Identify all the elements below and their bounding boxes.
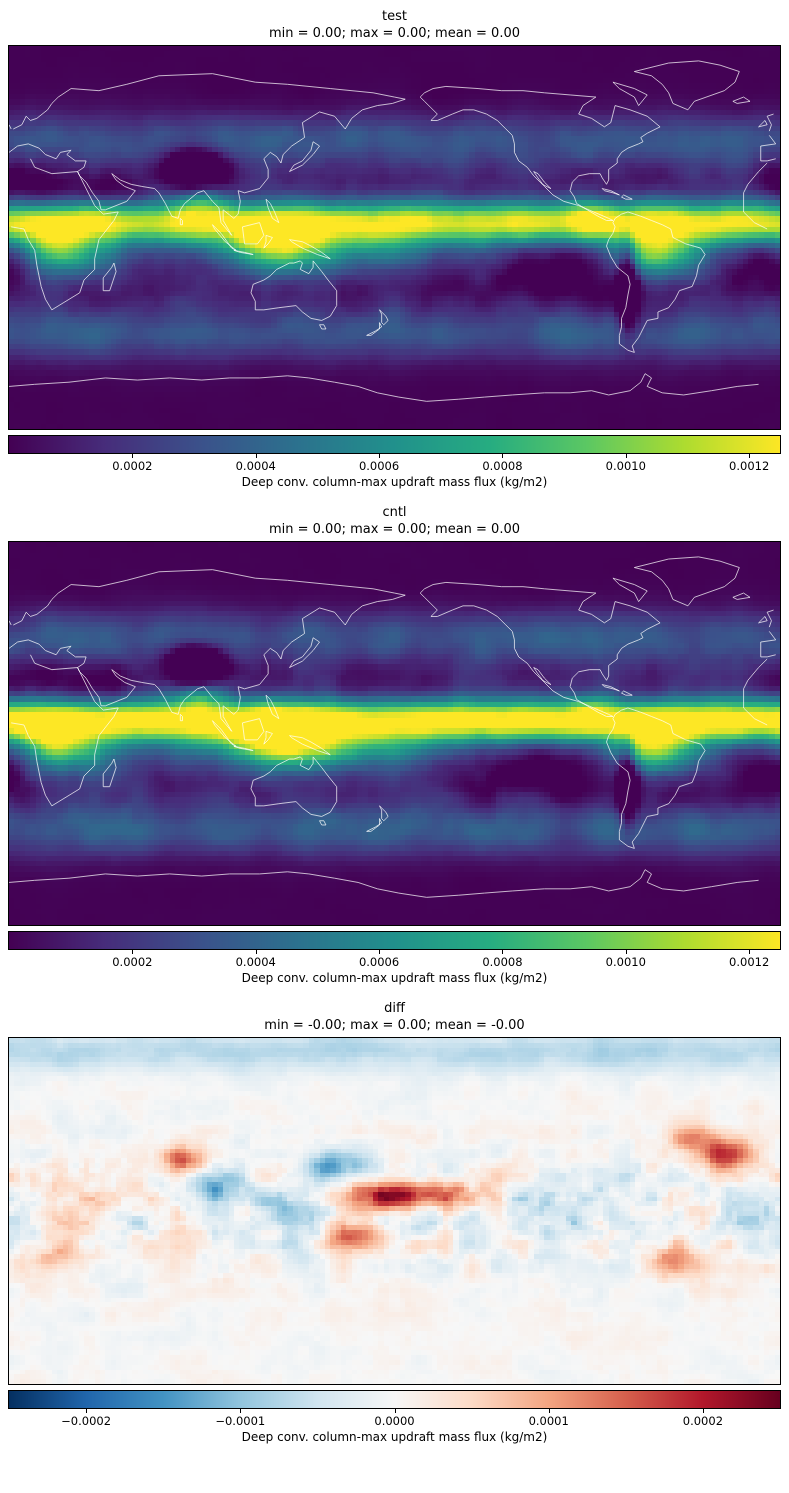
- panel-title: test: [382, 9, 407, 24]
- panel-cntl: cntl min = 0.00; max = 0.00; mean = 0.00…: [0, 504, 789, 986]
- colorbar-tick-label: 0.0004: [235, 459, 276, 473]
- colorbar-tick: [379, 454, 381, 458]
- colorbar-tick: [86, 1409, 88, 1413]
- colorbar-tick: [548, 1409, 550, 1413]
- colorbar-tick-label: 0.0010: [605, 459, 646, 473]
- panel-title: cntl: [382, 505, 407, 520]
- panel-test: test min = 0.00; max = 0.00; mean = 0.00…: [0, 8, 789, 490]
- colorbar-tick: [132, 454, 134, 458]
- panel-stats: min = -0.00; max = 0.00; mean = -0.00: [264, 1018, 525, 1033]
- colorbar-tick: [702, 1409, 704, 1413]
- colorbar-tick: [240, 1409, 242, 1413]
- colorbar-tick: [379, 950, 381, 954]
- colorbar-tick-label: 0.0002: [682, 1414, 724, 1428]
- colorbar-ticks: 0.0002 0.0004 0.0006 0.0008 0.0010 0.0012: [9, 454, 780, 474]
- map-axes: [8, 1037, 781, 1385]
- map-cntl-heatmap: [8, 541, 781, 926]
- colorbar-tick: [132, 950, 134, 954]
- colorbar-tick-label: 0.0010: [605, 955, 646, 969]
- map-test-heatmap: [8, 45, 781, 430]
- colorbar-tick-label: −0.0001: [215, 1414, 266, 1428]
- colorbar-tick: [749, 950, 751, 954]
- colorbar-diff: [8, 1390, 781, 1409]
- colorbar-tick-label: 0.0002: [112, 459, 153, 473]
- colorbar-tick-label: 0.0012: [729, 459, 770, 473]
- colorbar-wrap: −0.0002 −0.0001 0.0000 0.0001 0.0002 Deep co…: [8, 1390, 781, 1445]
- colorbar-tick-label: 0.0006: [358, 459, 400, 473]
- colorbar-tick: [625, 950, 627, 954]
- colorbar-tick: [625, 454, 627, 458]
- colorbar-tick: [749, 454, 751, 458]
- colorbar-wrap: 0.0002 0.0004 0.0006 0.0008 0.0010 0.0012 Dee…: [8, 435, 781, 490]
- colorbar-tick: [255, 950, 257, 954]
- colorbar-tick-label: 0.0001: [528, 1414, 569, 1428]
- panel-title: diff: [384, 1001, 405, 1016]
- colorbar-tick-label: 0.0006: [358, 955, 400, 969]
- colorbar-tick-label: 0.0002: [112, 955, 153, 969]
- colorbar-tick-label: 0.0008: [482, 459, 523, 473]
- colorbar-label: Deep conv. column-max updraft mass flux …: [241, 971, 548, 985]
- panel-diff: diff min = -0.00; max = 0.00; mean = -0.…: [0, 1000, 789, 1445]
- colorbar-tick: [394, 1409, 396, 1413]
- colorbar-tick: [502, 950, 504, 954]
- colorbar-wrap: 0.0002 0.0004 0.0006 0.0008 0.0010 0.0012 Dee…: [8, 931, 781, 986]
- colorbar-test: [8, 435, 781, 454]
- map-axes: [8, 45, 781, 430]
- colorbar-tick: [502, 454, 504, 458]
- colorbar-tick-label: 0.0008: [482, 955, 523, 969]
- colorbar-tick-label: −0.0002: [61, 1414, 112, 1428]
- panel-stats: min = 0.00; max = 0.00; mean = 0.00: [268, 522, 521, 537]
- colorbar-ticks: 0.0002 0.0004 0.0006 0.0008 0.0010 0.0012: [9, 950, 780, 970]
- colorbar-tick-label: 0.0004: [235, 955, 276, 969]
- colorbar-cntl: [8, 931, 781, 950]
- map-axes: [8, 541, 781, 926]
- map-diff-heatmap: [8, 1037, 781, 1385]
- colorbar-tick-label: 0.0000: [374, 1414, 415, 1428]
- figure: test min = 0.00; max = 0.00; mean = 0.00…: [0, 8, 789, 1445]
- colorbar-label: Deep conv. column-max updraft mass flux …: [241, 1430, 548, 1444]
- colorbar-ticks: −0.0002 −0.0001 0.0000 0.0001 0.0002: [9, 1409, 780, 1429]
- panel-stats: min = 0.00; max = 0.00; mean = 0.00: [268, 26, 521, 41]
- colorbar-tick-label: 0.0012: [729, 955, 770, 969]
- colorbar-label: Deep conv. column-max updraft mass flux …: [241, 475, 548, 489]
- colorbar-tick: [255, 454, 257, 458]
